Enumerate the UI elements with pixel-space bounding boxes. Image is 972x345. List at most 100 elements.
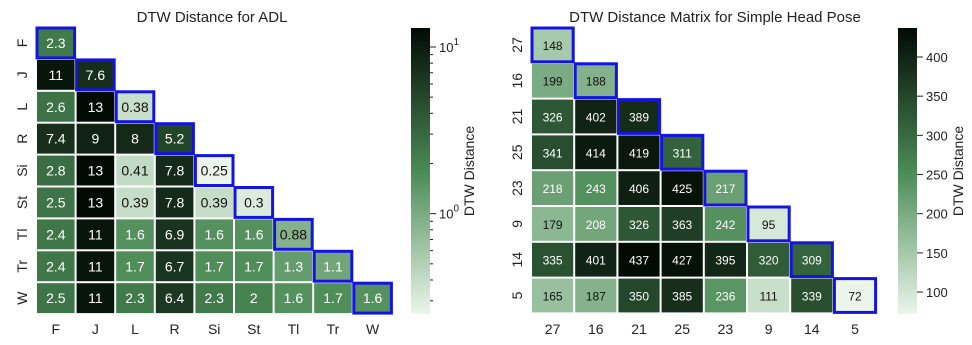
adl-cell-label-4-1: 13: [88, 163, 104, 179]
head-pose-cell-label-5-0: 179: [543, 218, 563, 232]
head-pose-cell-3-1: [575, 135, 617, 170]
adl-cell-2-0: [37, 91, 75, 122]
head-pose-cell-label-5-2: 326: [629, 218, 649, 232]
adl-diagonal-box-0: [35, 26, 77, 60]
head-pose-cell-5-3: [661, 207, 703, 241]
adl-cell-6-1: [76, 219, 115, 250]
head-pose-cell-5-2: [618, 207, 660, 241]
head-pose-cell-label-6-3: 427: [672, 254, 692, 268]
head-pose-cell-label-2-0: 326: [543, 111, 563, 125]
head-pose-col-tick-labels: 27 16 21 25 23 9 14 5: [545, 321, 859, 337]
head-pose-cell-5-5: [748, 207, 790, 241]
adl-chart-title: DTW Distance for ADL: [137, 9, 288, 26]
adl-cell-8-1: [76, 283, 115, 314]
head-pose-cell-label-1-1: 188: [586, 75, 606, 89]
head-pose-cell-3-3: [661, 135, 703, 170]
head-pose-diagonal-box-2: [616, 98, 662, 135]
adl-cell-label-3-2: 8: [131, 131, 139, 147]
head-pose-cell-6-0: [532, 242, 574, 277]
adl-cell-label-4-0: 2.8: [46, 163, 66, 179]
head-pose-cell-5-0: [532, 207, 574, 241]
head-pose-row-tick-1: 16: [509, 73, 525, 89]
adl-cell-label-5-5: 0.3: [244, 194, 264, 210]
adl-cell-7-4: [195, 251, 233, 282]
head-pose-diagonal-box-5: [746, 205, 791, 243]
head-pose-cell-label-6-5: 320: [759, 254, 779, 268]
head-pose-chart-title: DTW Distance Matrix for Simple Head Pose: [569, 9, 861, 26]
head-pose-colorbar-label: DTW Distance: [950, 126, 966, 216]
adl-cell-label-6-1: 11: [88, 226, 103, 242]
adl-cell-label-8-0: 2.5: [46, 290, 66, 306]
head-pose-cell-4-1: [575, 171, 617, 205]
adl-cell-1-0: [37, 59, 75, 90]
head-pose-cell-7-0: [532, 278, 574, 313]
head-pose-diagonal-box-4: [703, 169, 748, 207]
adl-cell-4-4: [195, 155, 233, 186]
adl-cell-0-0: [37, 28, 75, 58]
adl-row-tick-6: Tl: [14, 229, 30, 241]
adl-cell-label-2-0: 2.6: [46, 99, 66, 115]
head-pose-cell-2-2: [618, 99, 660, 134]
head-pose-cell-label-7-1: 187: [586, 290, 606, 304]
head-pose-colorbar: 100 150 200 250 300 350 400 DTW Distance: [898, 28, 966, 314]
head-pose-cell-4-4: [704, 171, 746, 205]
head-pose-cell-label-5-5: 95: [762, 218, 776, 232]
adl-cell-8-7: [314, 283, 352, 314]
head-pose-cell-0-0: [532, 28, 574, 62]
head-pose-cell-label-4-1: 243: [586, 182, 606, 196]
head-pose-cell-2-1: [575, 99, 617, 134]
head-pose-heatmap: DTW Distance Matrix for Simple Head Pose…: [509, 9, 878, 337]
adl-cell-8-8: [353, 283, 392, 314]
adl-cell-label-5-2: 0.39: [121, 194, 148, 210]
adl-cell-2-1: [76, 91, 115, 122]
head-pose-col-tick-7: 5: [851, 321, 859, 337]
adl-colorbar-tick-exponent-0: 0: [453, 204, 459, 215]
head-pose-row-tick-5: 9: [509, 220, 525, 228]
head-pose-cell-label-6-6: 309: [802, 254, 822, 268]
adl-diagonal-box-5: [233, 186, 275, 219]
head-pose-row-tick-2: 21: [509, 109, 525, 125]
adl-cell-5-1: [76, 187, 115, 218]
head-pose-colorbar-gradient: [898, 28, 917, 314]
adl-cell-label-7-4: 1.7: [204, 258, 224, 274]
adl-cell-label-1-0: 11: [49, 67, 64, 83]
adl-cell-label-7-6: 1.3: [284, 258, 304, 274]
adl-cell-label-8-6: 1.6: [284, 290, 304, 306]
head-pose-cell-7-4: [704, 278, 746, 313]
adl-cell-label-8-1: 11: [88, 290, 103, 306]
head-pose-colorbar-ticks: 100 150 200 250 300 350 400: [917, 50, 948, 300]
head-pose-cell-4-3: [661, 171, 703, 205]
adl-cell-7-7: [314, 251, 352, 282]
head-pose-cell-7-1: [575, 278, 617, 313]
adl-cell-4-0: [37, 155, 75, 186]
head-pose-colorbar-tick-label-2: 200: [926, 207, 948, 222]
adl-cell-label-8-2: 2.3: [125, 290, 145, 306]
adl-cell-8-3: [155, 283, 194, 314]
head-pose-diagonal-highlights: [530, 26, 878, 314]
head-pose-cell-6-4: [704, 242, 746, 277]
head-pose-cell-2-0: [532, 99, 574, 134]
adl-cell-label-2-2: 0.38: [121, 99, 148, 115]
head-pose-colorbar-tick-label-6: 400: [926, 50, 948, 65]
head-pose-diagonal-box-6: [789, 241, 834, 279]
adl-row-tick-3: R: [14, 134, 30, 144]
adl-cell-label-5-1: 13: [88, 194, 104, 210]
adl-cell-6-2: [116, 219, 154, 250]
adl-cell-label-7-3: 6.7: [165, 258, 185, 274]
head-pose-row-tick-3: 25: [509, 144, 525, 160]
head-pose-col-tick-5: 9: [765, 321, 773, 337]
adl-cell-label-5-0: 2.5: [46, 194, 66, 210]
adl-col-tick-1: J: [92, 321, 99, 337]
head-pose-cell-label-7-5: 111: [759, 290, 778, 304]
head-pose-cell-6-6: [791, 242, 833, 277]
head-pose-cell-4-0: [532, 171, 574, 205]
head-pose-col-tick-3: 25: [674, 321, 690, 337]
adl-cell-6-0: [37, 219, 75, 250]
adl-cell-3-3: [155, 123, 194, 154]
head-pose-cell-label-5-4: 242: [715, 218, 735, 232]
head-pose-cell-label-7-0: 165: [543, 290, 563, 304]
head-pose-cell-label-6-0: 335: [543, 254, 563, 268]
adl-cell-5-0: [37, 187, 75, 218]
adl-cell-1-1: [76, 59, 115, 90]
adl-colorbar-tick-label-0: 100: [439, 204, 459, 222]
